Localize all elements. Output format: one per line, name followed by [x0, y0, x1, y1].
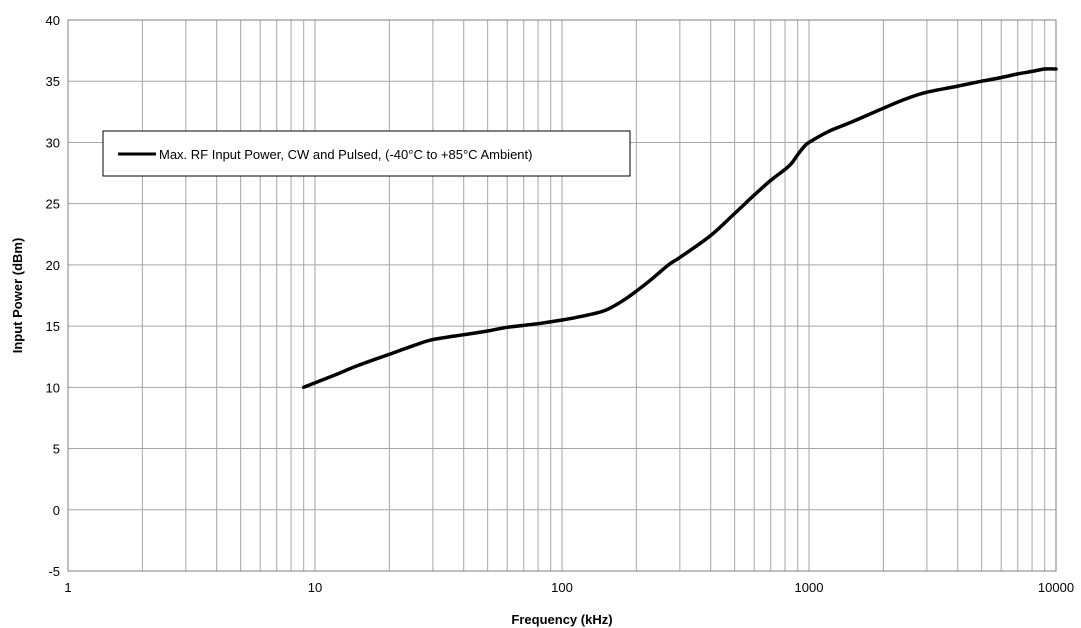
x-tick-label: 100 — [551, 580, 573, 595]
x-axis-ticks: 1 10 100 1000 10000 — [64, 580, 1074, 595]
legend-label: Max. RF Input Power, CW and Pulsed, (-40… — [159, 147, 532, 162]
y-tick-label: 0 — [53, 503, 60, 518]
y-tick-label: 25 — [46, 197, 60, 212]
x-tick-label: 10 — [308, 580, 322, 595]
y-tick-label: 30 — [46, 135, 60, 150]
legend: Max. RF Input Power, CW and Pulsed, (-40… — [102, 130, 631, 177]
series-line — [301, 67, 1058, 390]
y-axis-ticks: -5 0 5 10 15 20 25 30 35 40 — [46, 13, 60, 579]
y-tick-label: 35 — [46, 74, 60, 89]
legend-box — [102, 130, 631, 177]
y-tick-label: 10 — [46, 380, 60, 395]
y-tick-label: 40 — [46, 13, 60, 28]
plot-area — [67, 19, 1057, 572]
x-tick-label: 1000 — [795, 580, 824, 595]
x-tick-label: 10000 — [1038, 580, 1074, 595]
y-tick-label: 5 — [53, 442, 60, 457]
series-layer — [301, 67, 1058, 390]
x-tick-label: 1 — [64, 580, 71, 595]
y-tick-label: 15 — [46, 319, 60, 334]
y-tick-label: -5 — [48, 564, 60, 579]
x-axis-title: Frequency (kHz) — [511, 612, 612, 627]
y-axis-title: Input Power (dBm) — [10, 238, 25, 354]
y-tick-label: 20 — [46, 258, 60, 273]
grid — [68, 20, 1056, 571]
